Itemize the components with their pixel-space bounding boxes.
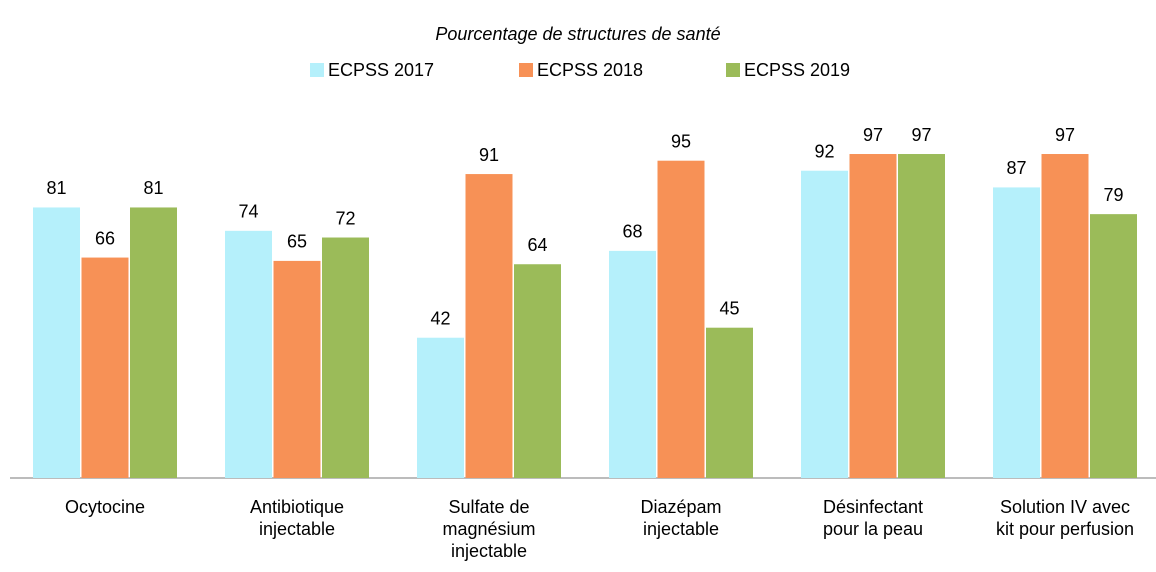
data-label: 42 [430,308,450,328]
data-label: 65 [287,232,307,252]
data-label: 79 [1103,185,1123,205]
data-label: 72 [335,208,355,228]
bar [801,170,848,478]
data-label: 68 [622,222,642,242]
bar [130,207,177,478]
x-tick-label: Désinfectant pour la peau [822,497,924,539]
data-label: 95 [671,131,691,151]
bar [225,230,272,478]
bar [273,260,321,478]
data-label: 92 [814,141,834,161]
legend-label: ECPSS 2019 [744,60,850,80]
bar [1041,154,1089,478]
data-label: 64 [527,235,547,255]
data-label: 87 [1006,158,1026,178]
data-label: 66 [95,228,115,248]
data-label: 97 [1055,125,1075,145]
bar [33,207,80,478]
bar [322,237,369,478]
data-label: 74 [238,202,258,222]
x-tick-label: Diazépam injectable [640,497,722,539]
bar [1090,214,1137,478]
bar [993,187,1040,479]
x-tick-label: Ocytocine [64,497,146,517]
bar [657,160,705,478]
bar [465,174,513,478]
bar [514,264,561,478]
x-tick-label: Antibiotique injectable [249,497,345,539]
legend-label: ECPSS 2018 [537,60,643,80]
data-label: 97 [863,125,883,145]
bar [849,154,897,478]
x-tick-label: Solution IV avec kit pour perfusion [995,497,1135,539]
bar [81,257,129,478]
legend-swatch [519,63,533,77]
bar [417,337,464,478]
data-label: 45 [719,298,739,318]
x-tick-label: Sulfate de magnésium injectable [442,497,536,561]
bar [898,154,945,478]
legend-label: ECPSS 2017 [328,60,434,80]
data-label: 91 [479,145,499,165]
data-label: 81 [46,178,66,198]
data-label: 81 [143,178,163,198]
data-label: 97 [911,125,931,145]
chart-title: Pourcentage de structures de santé [435,24,720,44]
bar [706,327,753,478]
legend-swatch [310,63,324,77]
legend-swatch [726,63,740,77]
bar [609,250,656,478]
